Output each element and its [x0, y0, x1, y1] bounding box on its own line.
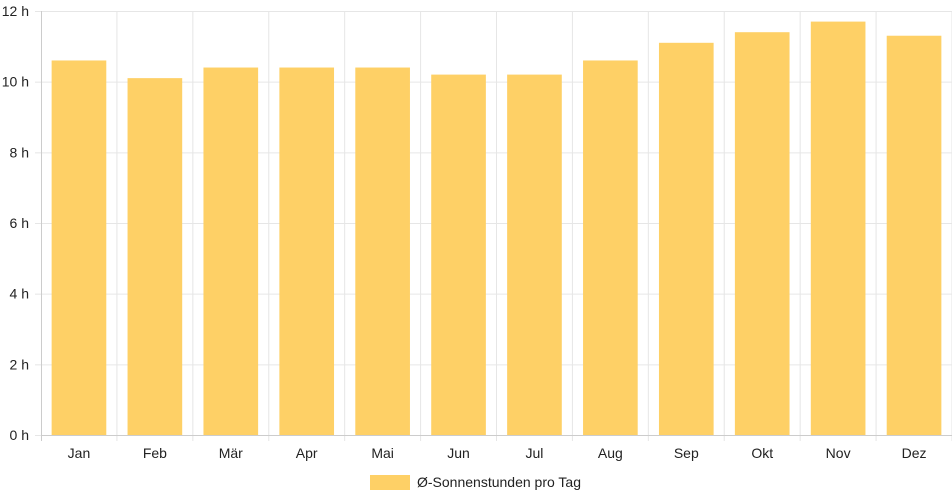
y-tick-label: 4 h: [10, 286, 29, 302]
x-tick-label: Jan: [68, 445, 91, 461]
x-tick-label: Apr: [296, 445, 318, 461]
x-tick-label: Okt: [751, 445, 773, 461]
x-tick-label: Jul: [526, 445, 544, 461]
bar-Mär[interactable]: [203, 67, 259, 436]
legend-swatch[interactable]: [370, 475, 410, 490]
x-tick-label: Feb: [143, 445, 167, 461]
x-tick-label: Mai: [371, 445, 394, 461]
bar-Jul[interactable]: [507, 74, 562, 435]
legend[interactable]: Ø-Sonnenstunden pro Tag: [370, 474, 581, 490]
y-tick-label: 10 h: [2, 74, 29, 90]
x-axis-ticks: Jan Feb Mär Apr Mai Jun Jul Aug Sep Okt Nov Dez: [68, 445, 927, 461]
grid-lines: [41, 11, 952, 441]
y-tick-label: 8 h: [10, 144, 29, 160]
bar-Nov[interactable]: [810, 21, 866, 435]
y-tick-label: 12 h: [2, 3, 29, 19]
bar-Aug[interactable]: [583, 60, 638, 435]
bar-Jan[interactable]: [51, 60, 107, 435]
bars: [51, 21, 942, 436]
x-tick-label: Aug: [598, 445, 623, 461]
bar-Jun[interactable]: [431, 74, 486, 435]
y-tick-label: 6 h: [10, 215, 29, 231]
y-tick-label: 0 h: [10, 427, 29, 443]
bar-Feb[interactable]: [127, 78, 183, 435]
bar-Sep[interactable]: [658, 42, 714, 436]
bar-Apr[interactable]: [279, 67, 335, 436]
legend-label[interactable]: Ø-Sonnenstunden pro Tag: [417, 474, 581, 490]
bar-Dez[interactable]: [886, 35, 942, 435]
bar-Mai[interactable]: [355, 67, 410, 436]
axes: [35, 11, 952, 441]
x-tick-label: Jun: [447, 445, 470, 461]
y-axis-ticks: 0 h 2 h 4 h 6 h 8 h 10 h 12 h: [2, 3, 41, 443]
bar-Okt[interactable]: [734, 32, 790, 435]
x-tick-label: Dez: [902, 445, 927, 461]
x-tick-label: Nov: [826, 445, 851, 461]
x-tick-label: Sep: [674, 445, 699, 461]
x-tick-label: Mär: [219, 445, 243, 461]
y-tick-label: 2 h: [10, 356, 29, 372]
